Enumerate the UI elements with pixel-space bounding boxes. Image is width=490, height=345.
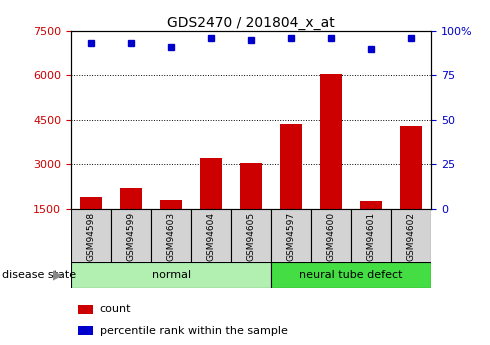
Text: GSM94601: GSM94601 (367, 212, 376, 261)
Bar (320, 74, 342, 209)
Text: GSM94604: GSM94604 (207, 212, 216, 261)
Text: count: count (100, 304, 131, 314)
Bar (160, 200, 182, 209)
Bar (351, 209, 391, 264)
Bar (280, 124, 302, 209)
Title: GDS2470 / 201804_x_at: GDS2470 / 201804_x_at (167, 16, 335, 30)
Text: GSM94602: GSM94602 (407, 212, 416, 261)
Bar (200, 158, 222, 209)
Text: GSM94597: GSM94597 (287, 212, 295, 261)
Bar (78, 326, 93, 335)
Text: GSM94598: GSM94598 (87, 212, 96, 261)
Bar (78, 305, 93, 314)
Text: normal: normal (151, 270, 191, 280)
Bar (120, 188, 142, 209)
Bar (240, 163, 262, 209)
Text: percentile rank within the sample: percentile rank within the sample (100, 326, 288, 336)
Bar (71, 262, 271, 288)
Text: GSM94605: GSM94605 (246, 212, 256, 261)
Text: neural tube defect: neural tube defect (299, 270, 403, 280)
Bar (400, 126, 422, 209)
Bar (111, 209, 151, 264)
Bar (151, 209, 191, 264)
Text: GSM94603: GSM94603 (167, 212, 175, 261)
Bar (191, 209, 231, 264)
Text: GSM94599: GSM94599 (126, 212, 136, 261)
Bar (231, 209, 271, 264)
Bar (271, 262, 431, 288)
Text: GSM94600: GSM94600 (327, 212, 336, 261)
Bar (391, 209, 431, 264)
Bar (271, 209, 311, 264)
Bar (360, 201, 382, 209)
Bar (80, 197, 102, 209)
Text: ▶: ▶ (53, 269, 63, 282)
Bar (311, 209, 351, 264)
Text: disease state: disease state (2, 270, 76, 280)
Bar (71, 209, 111, 264)
